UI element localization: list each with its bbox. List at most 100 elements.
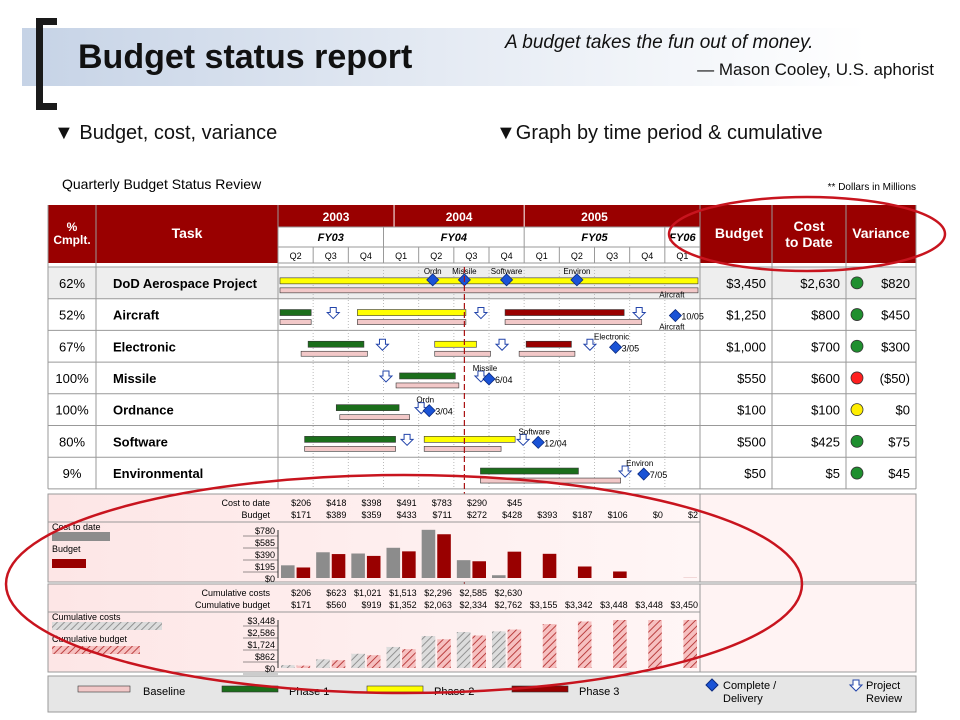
budget-value: $3,448 bbox=[635, 600, 663, 610]
header-right-band bbox=[700, 205, 916, 263]
quarter-label: Q1 bbox=[395, 251, 407, 261]
task-budget: $100 bbox=[737, 403, 766, 418]
fiscal-year-label: FY03 bbox=[318, 232, 344, 244]
budget-value: $187 bbox=[572, 510, 592, 520]
task-budget: $3,450 bbox=[726, 276, 766, 291]
status-light bbox=[850, 466, 864, 480]
cost-bar bbox=[281, 565, 295, 578]
quarter-label: Q2 bbox=[430, 251, 442, 261]
fiscal-year-label: FY05 bbox=[581, 232, 608, 244]
values-row-label: Cumulative budget bbox=[195, 600, 271, 610]
task-name: DoD Aerospace Project bbox=[113, 276, 258, 291]
review-arrow bbox=[378, 370, 394, 383]
y-tick-label: $3,448 bbox=[247, 616, 275, 626]
budget-bar bbox=[507, 629, 522, 668]
budget-value: $3,342 bbox=[565, 600, 593, 610]
col-pct-header: % bbox=[67, 220, 78, 234]
col-cost-header: Cost bbox=[793, 218, 824, 234]
milestone-diamond bbox=[531, 435, 545, 449]
col-pct-header-2: Cmplt. bbox=[53, 233, 90, 247]
task-name: Software bbox=[113, 434, 168, 449]
cost-bar bbox=[492, 631, 506, 668]
budget-value: $359 bbox=[361, 510, 381, 520]
quarter-label: Q2 bbox=[571, 251, 583, 261]
quote-attribution: — Mason Cooley, U.S. aphorist bbox=[697, 60, 934, 79]
legend-swatch-cumcost bbox=[52, 622, 162, 630]
cumulative-right-bg bbox=[699, 583, 917, 673]
page-title: Budget status report bbox=[78, 38, 413, 76]
milestone-label: Aircraft bbox=[659, 322, 685, 331]
task-name: Environmental bbox=[113, 466, 203, 481]
values-row-label: Cost to date bbox=[221, 498, 270, 508]
budget-value: $2 bbox=[688, 510, 698, 520]
cost-value: $2,296 bbox=[424, 588, 452, 598]
budget-bar bbox=[648, 620, 662, 668]
dollars-note: ** Dollars in Millions bbox=[828, 182, 916, 193]
task-budget: $1,250 bbox=[726, 308, 766, 323]
cost-value: $1,513 bbox=[389, 588, 417, 598]
legend-swatch bbox=[221, 685, 279, 693]
milestone-label: Ordn bbox=[416, 396, 434, 405]
cost-value: $45 bbox=[507, 498, 522, 508]
phase-bar bbox=[279, 277, 699, 285]
task-variance: ($50) bbox=[880, 371, 910, 386]
budget-bar bbox=[402, 551, 416, 578]
budget-bar bbox=[542, 624, 557, 668]
task-pct: 67% bbox=[59, 339, 85, 354]
phase-bar bbox=[480, 467, 579, 475]
col-budget-header: Budget bbox=[715, 225, 764, 241]
cost-bar bbox=[421, 529, 436, 578]
milestone-label: Environ bbox=[563, 267, 590, 276]
fiscal-year-label: FY06 bbox=[669, 232, 696, 244]
review-arrow bbox=[399, 433, 415, 447]
task-budget: $500 bbox=[737, 434, 766, 449]
phase-bar bbox=[399, 372, 456, 380]
panel-legend-label: Cost to date bbox=[52, 522, 101, 532]
task-variance: $75 bbox=[888, 434, 910, 449]
panel-legend-label: Cumulative budget bbox=[52, 634, 128, 644]
milestone-diamond bbox=[482, 372, 496, 386]
legend-review-arrow bbox=[848, 679, 864, 692]
phase-bar bbox=[423, 436, 516, 443]
quarter-label: Q4 bbox=[501, 251, 513, 261]
budget-bar bbox=[402, 649, 416, 668]
budget-value: $3,450 bbox=[670, 600, 698, 610]
baseline-bar bbox=[357, 319, 467, 325]
cost-bar bbox=[316, 659, 330, 668]
budget-value: $389 bbox=[326, 510, 346, 520]
budget-bar bbox=[366, 555, 381, 578]
budget-bar bbox=[296, 665, 311, 668]
task-cost: $700 bbox=[811, 339, 840, 354]
year-label: 2003 bbox=[323, 210, 350, 224]
budget-value: $428 bbox=[502, 510, 522, 520]
review-arrow bbox=[617, 465, 633, 478]
baseline-bar bbox=[300, 350, 368, 357]
quarter-label: Q3 bbox=[465, 251, 477, 261]
milestone-label: Environ bbox=[626, 459, 653, 468]
section-label-left: ▼ Budget, cost, variance bbox=[54, 122, 278, 144]
quarter-label: Q1 bbox=[676, 251, 688, 261]
task-budget: $50 bbox=[744, 466, 766, 481]
budget-value: $919 bbox=[361, 600, 381, 610]
budget-value: $3,448 bbox=[600, 600, 628, 610]
budget-value: $106 bbox=[608, 510, 628, 520]
quarterly-right-bg bbox=[699, 493, 917, 583]
cost-bar bbox=[386, 646, 401, 668]
cost-value: $206 bbox=[291, 498, 311, 508]
section-label-right: ▼Graph by time period & cumulative bbox=[496, 122, 823, 144]
legend-label: Baseline bbox=[143, 686, 185, 698]
quote: A budget takes the fun out of money. bbox=[505, 32, 814, 53]
milestone-label: Electronic bbox=[594, 332, 629, 341]
y-tick-label: $2,586 bbox=[247, 628, 275, 638]
milestone-date: 3/05 bbox=[622, 343, 640, 353]
y-tick-label: $195 bbox=[255, 562, 275, 572]
cost-bar bbox=[316, 552, 330, 578]
status-light bbox=[850, 403, 864, 417]
cost-bar bbox=[456, 560, 471, 578]
status-light bbox=[850, 434, 864, 448]
year-band bbox=[278, 205, 700, 227]
cost-bar bbox=[351, 653, 365, 668]
task-variance: $0 bbox=[896, 403, 910, 418]
legend-label: Complete / bbox=[723, 680, 777, 692]
legend-label: Review bbox=[866, 693, 902, 705]
